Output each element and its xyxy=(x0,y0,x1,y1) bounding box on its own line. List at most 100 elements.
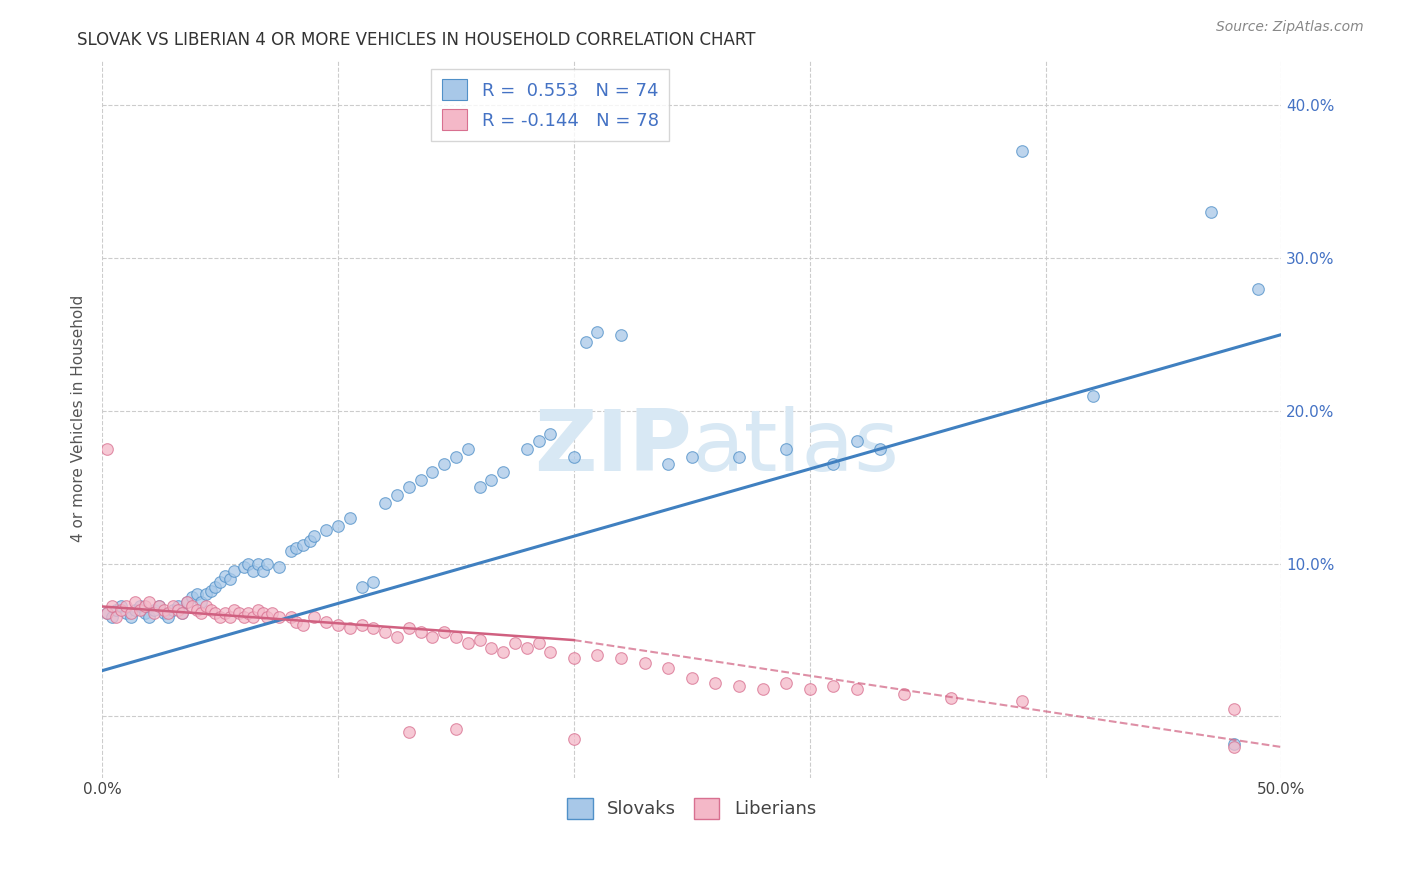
Point xyxy=(105,610,128,624)
Point xyxy=(120,606,142,620)
Point xyxy=(190,606,212,620)
Point xyxy=(280,610,302,624)
Point xyxy=(218,572,240,586)
Point xyxy=(284,541,307,556)
Point xyxy=(143,606,166,620)
Point xyxy=(433,458,456,472)
Point xyxy=(398,621,420,635)
Point xyxy=(538,645,561,659)
Point xyxy=(267,610,290,624)
Point xyxy=(751,681,773,696)
Point xyxy=(516,640,538,655)
Point xyxy=(304,610,326,624)
Text: SLOVAK VS LIBERIAN 4 OR MORE VEHICLES IN HOUSEHOLD CORRELATION CHART: SLOVAK VS LIBERIAN 4 OR MORE VEHICLES IN… xyxy=(77,31,756,49)
Point xyxy=(180,591,202,605)
Point xyxy=(214,569,236,583)
Point xyxy=(527,636,550,650)
Point xyxy=(444,630,467,644)
Point xyxy=(124,602,146,616)
Point xyxy=(562,732,585,747)
Point xyxy=(350,617,373,632)
Point xyxy=(224,565,246,579)
Point xyxy=(204,580,226,594)
Point xyxy=(166,602,188,616)
Point xyxy=(562,450,585,464)
Point xyxy=(433,625,456,640)
Point xyxy=(468,480,491,494)
Point xyxy=(200,602,222,616)
Point xyxy=(100,610,122,624)
Point xyxy=(315,523,337,537)
Point xyxy=(728,679,751,693)
Point xyxy=(298,533,321,548)
Point xyxy=(124,595,146,609)
Point xyxy=(374,625,396,640)
Point xyxy=(823,458,845,472)
Point xyxy=(138,595,160,609)
Point xyxy=(326,617,349,632)
Point xyxy=(284,615,307,629)
Point xyxy=(238,606,260,620)
Point xyxy=(134,606,156,620)
Point xyxy=(586,325,609,339)
Point xyxy=(562,651,585,665)
Point xyxy=(610,651,633,665)
Point xyxy=(363,575,385,590)
Point xyxy=(385,630,408,644)
Point xyxy=(492,465,515,479)
Point xyxy=(224,602,246,616)
Point xyxy=(242,610,264,624)
Point xyxy=(166,599,188,614)
Point xyxy=(110,602,132,616)
Point xyxy=(823,679,845,693)
Point xyxy=(291,617,314,632)
Point xyxy=(143,602,166,616)
Point xyxy=(339,621,361,635)
Y-axis label: 4 or more Vehicles in Household: 4 or more Vehicles in Household xyxy=(72,295,86,542)
Point xyxy=(457,442,479,457)
Point xyxy=(209,610,232,624)
Point xyxy=(280,544,302,558)
Point xyxy=(138,610,160,624)
Point xyxy=(152,606,174,620)
Point xyxy=(893,687,915,701)
Point xyxy=(195,587,218,601)
Point xyxy=(385,488,408,502)
Point xyxy=(775,676,797,690)
Point xyxy=(1247,282,1270,296)
Point xyxy=(315,615,337,629)
Point xyxy=(633,656,655,670)
Point xyxy=(775,442,797,457)
Point xyxy=(129,602,152,616)
Point xyxy=(422,630,444,644)
Point xyxy=(575,335,598,350)
Text: Source: ZipAtlas.com: Source: ZipAtlas.com xyxy=(1216,20,1364,34)
Point xyxy=(214,606,236,620)
Point xyxy=(232,610,254,624)
Point xyxy=(114,599,136,614)
Point xyxy=(538,426,561,441)
Point xyxy=(869,442,891,457)
Point xyxy=(398,480,420,494)
Point xyxy=(195,599,218,614)
Point xyxy=(260,606,283,620)
Point xyxy=(190,595,212,609)
Point xyxy=(218,610,240,624)
Point xyxy=(468,633,491,648)
Point xyxy=(374,495,396,509)
Point xyxy=(291,538,314,552)
Point xyxy=(256,610,278,624)
Point xyxy=(238,557,260,571)
Point xyxy=(304,529,326,543)
Point xyxy=(398,724,420,739)
Point xyxy=(1223,739,1246,754)
Point xyxy=(96,442,118,457)
Point xyxy=(845,681,868,696)
Point xyxy=(172,606,194,620)
Point xyxy=(326,518,349,533)
Point xyxy=(1223,702,1246,716)
Point xyxy=(409,473,432,487)
Point xyxy=(457,636,479,650)
Point xyxy=(586,648,609,663)
Point xyxy=(96,606,118,620)
